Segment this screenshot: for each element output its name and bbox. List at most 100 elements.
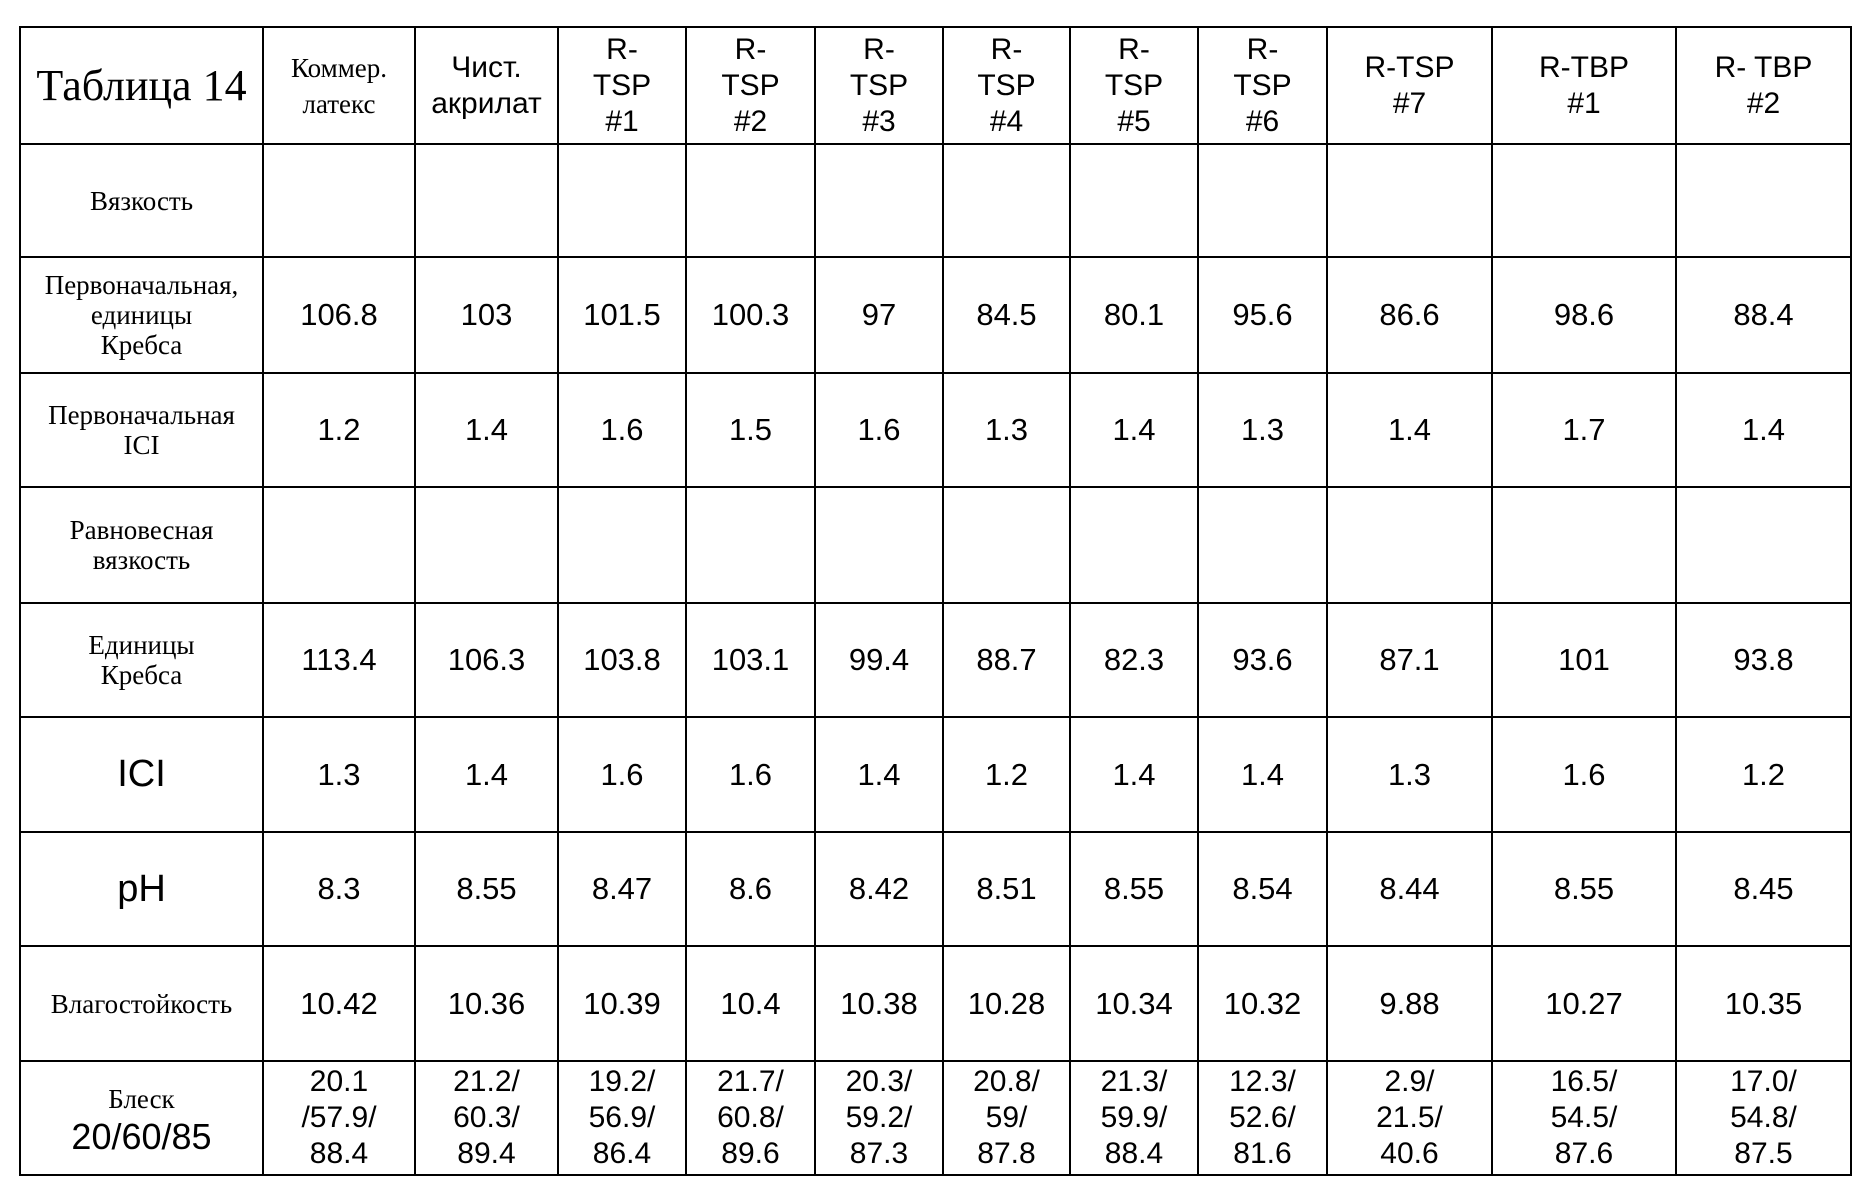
empty-cell xyxy=(414,486,559,604)
cell-value: 8.47 xyxy=(557,831,687,947)
cell-value: 1.6 xyxy=(1491,716,1677,833)
cell-value: 2.9/ 21.5/ 40.6 xyxy=(1326,1060,1493,1176)
table-row: pH 8.3 8.55 8.47 8.6 8.42 8.51 8.55 8.54 8.44 8.55… xyxy=(19,831,1852,947)
cell-value: 103.1 xyxy=(685,602,816,718)
cell-value: 20.3/ 59.2/ 87.3 xyxy=(814,1060,944,1176)
empty-cell xyxy=(942,486,1071,604)
cell-value: 8.44 xyxy=(1326,831,1493,947)
cell-value: 1.7 xyxy=(1491,372,1677,488)
row-label: Первоначальная ICI xyxy=(19,372,264,488)
empty-cell xyxy=(814,143,944,258)
column-header: R- TSP #1 xyxy=(557,26,687,145)
cell-value: 93.6 xyxy=(1197,602,1328,718)
cell-value: 21.7/ 60.8/ 89.6 xyxy=(685,1060,816,1176)
cell-value: 19.2/ 56.9/ 86.4 xyxy=(557,1060,687,1176)
cell-value: 99.4 xyxy=(814,602,944,718)
cell-value: 100.3 xyxy=(685,256,816,374)
cell-value: 1.6 xyxy=(814,372,944,488)
empty-cell xyxy=(1197,143,1328,258)
cell-value: 8.51 xyxy=(942,831,1071,947)
cell-value: 10.32 xyxy=(1197,945,1328,1062)
cell-value: 1.2 xyxy=(1675,716,1852,833)
cell-value: 1.4 xyxy=(414,716,559,833)
row-label: Первоначальная, единицы Кребса xyxy=(19,256,264,374)
row-label: Вязкость xyxy=(19,143,264,258)
column-header: Чист. акрилат xyxy=(414,26,559,145)
cell-value: 1.3 xyxy=(262,716,416,833)
cell-value: 1.5 xyxy=(685,372,816,488)
row-label: Влагостойкость xyxy=(19,945,264,1062)
cell-value: 8.42 xyxy=(814,831,944,947)
cell-value: 103 xyxy=(414,256,559,374)
table-row: Блеск 20/60/85 20.1 /57.9/ 88.4 21.2/ 60.3/… xyxy=(19,1060,1852,1176)
row-label: Единицы Кребса xyxy=(19,602,264,718)
table-row: Вязкость xyxy=(19,143,1852,258)
cell-value: 1.4 xyxy=(1326,372,1493,488)
row-label: Блеск 20/60/85 xyxy=(19,1060,264,1176)
cell-value: 8.55 xyxy=(414,831,559,947)
cell-value: 10.4 xyxy=(685,945,816,1062)
data-table: Таблица 14 Коммер. латекс Чист. акрилат R- … xyxy=(19,26,1852,1176)
table-row: Первоначальная ICI 1.2 1.4 1.6 1.5 1.6 1.3 1.4 1… xyxy=(19,372,1852,488)
cell-value: 1.4 xyxy=(1069,716,1199,833)
cell-value: 10.28 xyxy=(942,945,1071,1062)
column-header: R- TSP #6 xyxy=(1197,26,1328,145)
cell-value: 1.4 xyxy=(1675,372,1852,488)
column-header: R- TSP #5 xyxy=(1069,26,1199,145)
empty-cell xyxy=(1197,486,1328,604)
cell-value: 82.3 xyxy=(1069,602,1199,718)
column-header: R- TBP #2 xyxy=(1675,26,1852,145)
cell-value: 9.88 xyxy=(1326,945,1493,1062)
cell-value: 17.0/ 54.8/ 87.5 xyxy=(1675,1060,1852,1176)
cell-value: 8.54 xyxy=(1197,831,1328,947)
empty-cell xyxy=(1069,486,1199,604)
cell-value: 101.5 xyxy=(557,256,687,374)
cell-value: 86.6 xyxy=(1326,256,1493,374)
header-row: Таблица 14 Коммер. латекс Чист. акрилат R- … xyxy=(19,26,1852,145)
empty-cell xyxy=(1326,143,1493,258)
cell-value: 101 xyxy=(1491,602,1677,718)
cell-value: 84.5 xyxy=(942,256,1071,374)
cell-value: 1.6 xyxy=(557,716,687,833)
empty-cell xyxy=(814,486,944,604)
cell-value: 8.55 xyxy=(1069,831,1199,947)
cell-value: 98.6 xyxy=(1491,256,1677,374)
column-header: R- TSP #4 xyxy=(942,26,1071,145)
cell-value: 16.5/ 54.5/ 87.6 xyxy=(1491,1060,1677,1176)
cell-value: 21.2/ 60.3/ 89.4 xyxy=(414,1060,559,1176)
empty-cell xyxy=(557,486,687,604)
cell-value: 8.45 xyxy=(1675,831,1852,947)
empty-cell xyxy=(685,486,816,604)
row-label-text: Блеск xyxy=(108,1084,175,1114)
cell-value: 1.6 xyxy=(685,716,816,833)
cell-value: 88.4 xyxy=(1675,256,1852,374)
cell-value: 1.4 xyxy=(1069,372,1199,488)
table-row: Единицы Кребса 113.4 106.3 103.8 103.1 99.4 88… xyxy=(19,602,1852,718)
empty-cell xyxy=(262,143,416,258)
column-header: R-TSP #7 xyxy=(1326,26,1493,145)
cell-value: 10.39 xyxy=(557,945,687,1062)
cell-value: 10.27 xyxy=(1491,945,1677,1062)
cell-value: 12.3/ 52.6/ 81.6 xyxy=(1197,1060,1328,1176)
cell-value: 1.3 xyxy=(942,372,1071,488)
cell-value: 106.8 xyxy=(262,256,416,374)
row-label: ICI xyxy=(19,716,264,833)
empty-cell xyxy=(1675,486,1852,604)
cell-value: 8.55 xyxy=(1491,831,1677,947)
empty-cell xyxy=(942,143,1071,258)
table-row: ICI 1.3 1.4 1.6 1.6 1.4 1.2 1.4 1.4 1.3 1.6 1.2 xyxy=(19,716,1852,833)
cell-value: 97 xyxy=(814,256,944,374)
row-sublabel: 20/60/85 xyxy=(71,1116,212,1157)
cell-value: 1.6 xyxy=(557,372,687,488)
cell-value: 87.1 xyxy=(1326,602,1493,718)
table-caption: Таблица 14 xyxy=(19,26,264,145)
empty-cell xyxy=(557,143,687,258)
table-row: Равновесная вязкость xyxy=(19,486,1852,604)
cell-value: 1.2 xyxy=(262,372,416,488)
column-header: R- TSP #2 xyxy=(685,26,816,145)
column-header: Коммер. латекс xyxy=(262,26,416,145)
cell-value: 10.36 xyxy=(414,945,559,1062)
cell-value: 8.3 xyxy=(262,831,416,947)
row-label: Равновесная вязкость xyxy=(19,486,264,604)
